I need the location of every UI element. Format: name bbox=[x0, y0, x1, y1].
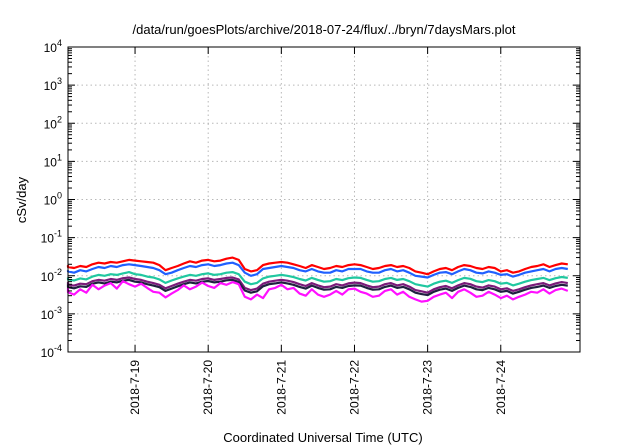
y-tick-exponent: 1 bbox=[57, 152, 62, 162]
series-line-4 bbox=[66, 276, 568, 294]
y-tick-exponent: -2 bbox=[54, 267, 62, 277]
y-tick-base: 10 bbox=[41, 270, 55, 284]
y-tick-base: 10 bbox=[44, 155, 58, 169]
x-tick-label: 2018-7-24 bbox=[494, 360, 508, 415]
y-tick-base: 10 bbox=[41, 346, 55, 360]
x-axis-label: Coordinated Universal Time (UTC) bbox=[223, 430, 422, 445]
y-tick-exponent: -3 bbox=[54, 305, 62, 315]
y-axis-label: cSv/day bbox=[14, 176, 29, 223]
series-line-2 bbox=[66, 261, 568, 279]
x-tick-label: 2018-7-21 bbox=[274, 360, 288, 415]
y-tick-label: 10-3 bbox=[41, 305, 62, 322]
y-tick-base: 10 bbox=[44, 41, 58, 55]
x-tick-label: 2018-7-19 bbox=[128, 360, 142, 415]
y-tick-label: 10-2 bbox=[41, 267, 62, 284]
y-tick-label: 10-1 bbox=[41, 229, 62, 246]
series-line-1 bbox=[66, 256, 568, 276]
y-tick-label: 104 bbox=[44, 38, 62, 55]
y-tick-base: 10 bbox=[41, 308, 55, 322]
y-tick-label: 103 bbox=[44, 76, 62, 93]
y-tick-label: 100 bbox=[44, 191, 62, 208]
y-tick-base: 10 bbox=[44, 117, 58, 131]
chart-ticks bbox=[68, 46, 580, 353]
chart-series-layer bbox=[66, 256, 569, 303]
x-axis-tick-labels: 2018-7-19 2018-7-20 2018-7-21 2018-7-22 2018… bbox=[128, 360, 508, 415]
series-line-6 bbox=[66, 280, 569, 303]
y-tick-exponent: 2 bbox=[57, 114, 62, 124]
y-tick-exponent: 0 bbox=[57, 191, 62, 201]
y-tick-exponent: 4 bbox=[57, 38, 62, 48]
y-tick-exponent: -1 bbox=[54, 229, 62, 239]
y-tick-label: 10-4 bbox=[41, 343, 62, 360]
chart-title: /data/run/goesPlots/archive/2018-07-24/f… bbox=[133, 22, 516, 37]
series-line-5 bbox=[66, 278, 568, 297]
y-tick-exponent: -4 bbox=[54, 343, 62, 353]
y-tick-exponent: 3 bbox=[57, 76, 62, 86]
chart-grid bbox=[68, 47, 580, 352]
y-tick-label: 101 bbox=[44, 152, 62, 169]
x-tick-label: 2018-7-23 bbox=[421, 360, 435, 415]
y-tick-base: 10 bbox=[41, 232, 55, 246]
x-tick-label: 2018-7-22 bbox=[347, 360, 361, 415]
series-line-3 bbox=[66, 271, 568, 288]
x-tick-label: 2018-7-20 bbox=[201, 360, 215, 415]
y-tick-base: 10 bbox=[44, 194, 58, 208]
y-tick-base: 10 bbox=[44, 79, 58, 93]
y-tick-label: 102 bbox=[44, 114, 62, 131]
